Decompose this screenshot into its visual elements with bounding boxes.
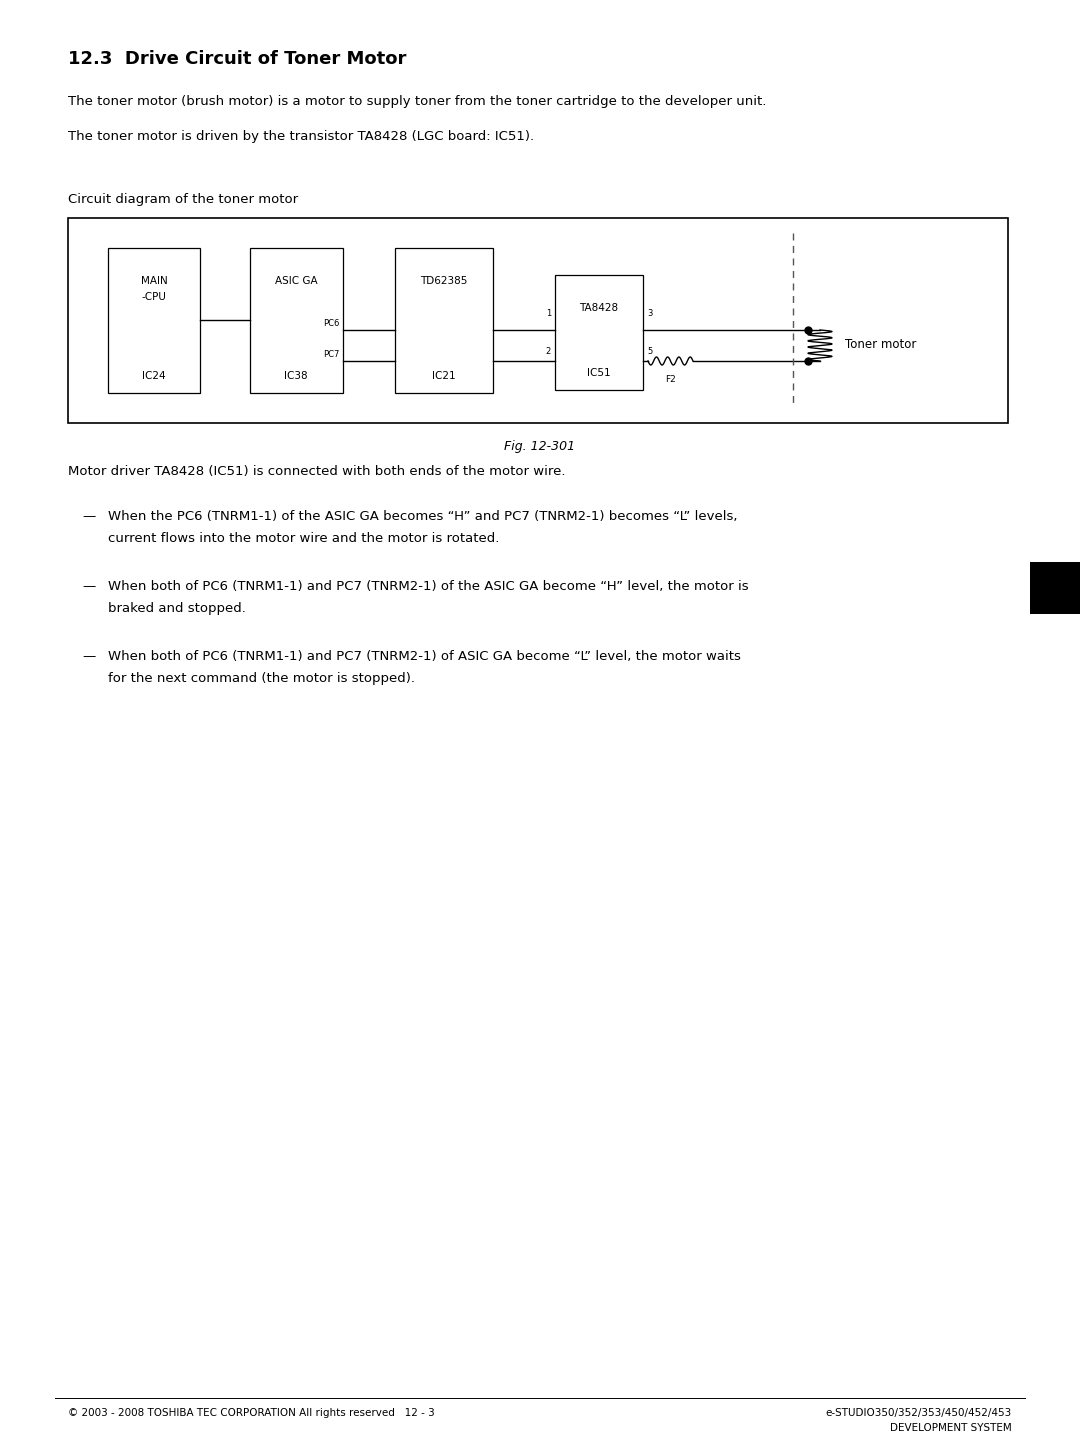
Text: IC24: IC24 (143, 372, 166, 382)
Text: -CPU: -CPU (141, 292, 166, 302)
Text: IC51: IC51 (588, 369, 611, 377)
Text: 2: 2 (545, 347, 551, 357)
Text: —: — (82, 649, 95, 662)
Text: IC38: IC38 (284, 372, 308, 382)
Text: When the PC6 (TNRM1-1) of the ASIC GA becomes “H” and PC7 (TNRM2-1) becomes “L” : When the PC6 (TNRM1-1) of the ASIC GA be… (108, 510, 738, 523)
Text: TD62385: TD62385 (420, 276, 468, 287)
Text: —: — (82, 510, 95, 523)
Text: The toner motor is driven by the transistor TA8428 (LGC board: IC51).: The toner motor is driven by the transis… (68, 130, 535, 143)
Text: © 2003 - 2008 TOSHIBA TEC CORPORATION All rights reserved   12 - 3: © 2003 - 2008 TOSHIBA TEC CORPORATION Al… (68, 1408, 435, 1418)
Text: DEVELOPMENT SYSTEM: DEVELOPMENT SYSTEM (890, 1423, 1012, 1433)
Text: e-STUDIO350/352/353/450/452/453: e-STUDIO350/352/353/450/452/453 (826, 1408, 1012, 1418)
Text: 12.3  Drive Circuit of Toner Motor: 12.3 Drive Circuit of Toner Motor (68, 50, 406, 68)
Text: for the next command (the motor is stopped).: for the next command (the motor is stopp… (108, 672, 415, 685)
Text: 12: 12 (1042, 579, 1067, 598)
Text: braked and stopped.: braked and stopped. (108, 602, 246, 615)
Bar (249, 248, 343, 393)
Text: TA8428: TA8428 (580, 302, 619, 312)
Bar (1030, 562, 1080, 613)
Text: Fig. 12-301: Fig. 12-301 (504, 441, 576, 454)
Text: 1: 1 (545, 308, 551, 317)
Text: ASIC GA: ASIC GA (274, 276, 318, 287)
Text: Motor driver TA8428 (IC51) is connected with both ends of the motor wire.: Motor driver TA8428 (IC51) is connected … (68, 465, 566, 478)
Text: PC7: PC7 (323, 350, 339, 359)
Bar (395, 248, 492, 393)
Text: The toner motor (brush motor) is a motor to supply toner from the toner cartridg: The toner motor (brush motor) is a motor… (68, 95, 767, 108)
Text: IC21: IC21 (432, 372, 456, 382)
Text: Toner motor: Toner motor (845, 338, 916, 351)
Text: current flows into the motor wire and the motor is rotated.: current flows into the motor wire and th… (108, 531, 499, 544)
Text: F2: F2 (665, 374, 676, 384)
Text: 3: 3 (647, 308, 652, 317)
Text: 5: 5 (647, 347, 652, 357)
Text: —: — (82, 580, 95, 593)
Text: MAIN: MAIN (140, 276, 167, 287)
Text: PC6: PC6 (323, 320, 339, 328)
Text: When both of PC6 (TNRM1-1) and PC7 (TNRM2-1) of the ASIC GA become “H” level, th: When both of PC6 (TNRM1-1) and PC7 (TNRM… (108, 580, 748, 593)
Text: Circuit diagram of the toner motor: Circuit diagram of the toner motor (68, 193, 298, 206)
Bar (108, 248, 200, 393)
Bar (68, 217, 1008, 423)
Bar (555, 275, 643, 390)
Text: When both of PC6 (TNRM1-1) and PC7 (TNRM2-1) of ASIC GA become “L” level, the mo: When both of PC6 (TNRM1-1) and PC7 (TNRM… (108, 649, 741, 662)
